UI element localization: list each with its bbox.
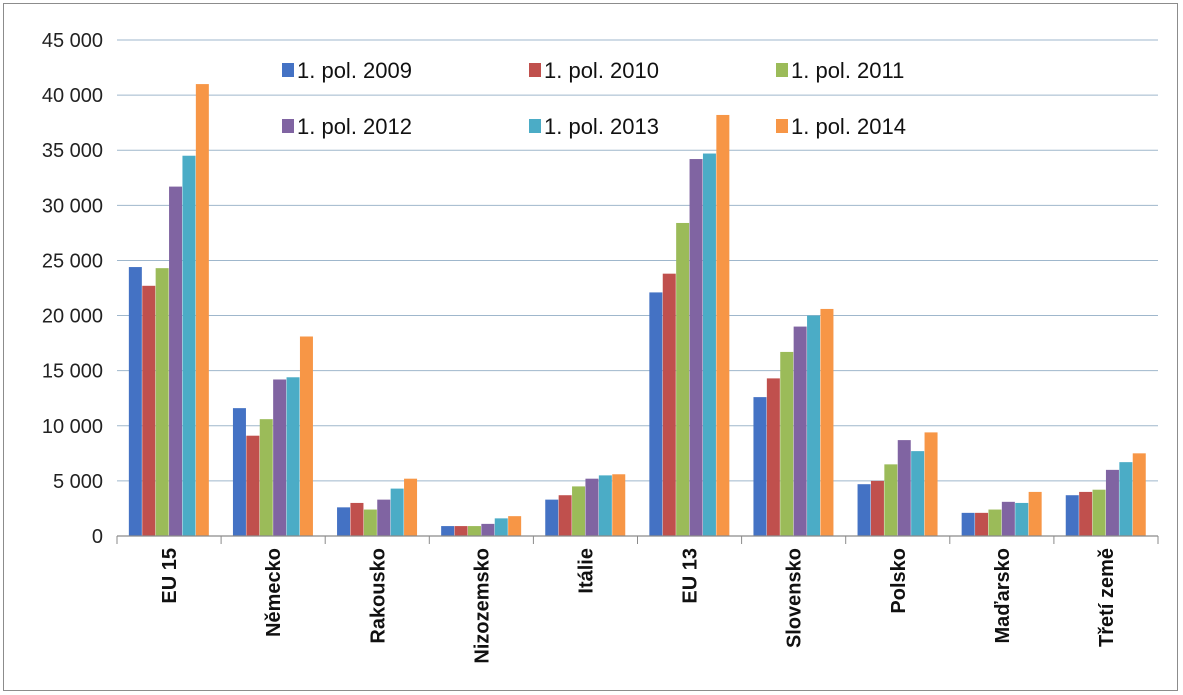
bar-3-5: [572, 486, 586, 536]
bar-6-7: [820, 308, 834, 536]
bar-3-7: [780, 351, 794, 536]
bar-6-1: [195, 84, 209, 536]
bar-1-8: [857, 484, 871, 536]
bar-5-9: [1015, 502, 1029, 536]
legend-label: 1. pol. 2014: [791, 114, 906, 139]
bar-4-7: [793, 326, 807, 536]
bar-6-3: [404, 478, 418, 536]
bar-2-6: [662, 273, 676, 536]
bar-3-6: [676, 222, 690, 537]
bar-5-1: [182, 155, 196, 536]
bar-4-6: [689, 159, 703, 537]
bar-1-6: [649, 292, 663, 536]
bar-3-4: [467, 526, 481, 536]
y-tick-label: 15 000: [42, 361, 103, 383]
bar-1-2: [232, 408, 246, 536]
bar-3-8: [884, 464, 898, 536]
legend-swatch: [529, 63, 541, 77]
bar-4-9: [1001, 501, 1015, 536]
legend-swatch: [282, 119, 294, 133]
y-tick-label: 0: [92, 526, 103, 548]
bar-1-1: [128, 267, 142, 536]
x-axis-category-labels: EU 15 Německo Rakousko Nizozemsko Itálie EU 1…: [159, 548, 1118, 664]
bar-2-3: [350, 502, 364, 536]
bar-3-10: [1092, 489, 1106, 536]
bar-5-10: [1119, 462, 1133, 536]
bar-3-3: [363, 509, 377, 536]
y-tick-label: 5 000: [53, 471, 103, 493]
bar-1-7: [753, 397, 767, 536]
bar-1-5: [545, 499, 559, 536]
legend-swatch: [776, 63, 788, 77]
bar-2-9: [975, 512, 989, 536]
bar-3-9: [988, 509, 1002, 536]
y-tick-label: 25 000: [42, 250, 103, 272]
bar-6-9: [1028, 491, 1042, 536]
legend-swatch: [282, 63, 294, 77]
bar-5-2: [286, 377, 300, 536]
legend-label: 1. pol. 2013: [544, 114, 659, 139]
x-axis: [116, 535, 1159, 544]
x-category-label: Německo: [263, 548, 285, 637]
bar-5-7: [807, 315, 821, 536]
y-axis-tick-labels: 0 5 000 10 000 15 000 20 000 25 000 30 000 35 0…: [42, 30, 103, 548]
y-tick-label: 40 000: [42, 85, 103, 107]
legend-label: 1. pol. 2010: [544, 58, 659, 83]
bar-6-8: [924, 432, 938, 536]
bar-1-3: [337, 507, 351, 536]
y-tick-label: 45 000: [42, 30, 103, 52]
bar-5-3: [390, 488, 404, 536]
bar-5-8: [911, 451, 925, 536]
y-tick-label: 30 000: [42, 195, 103, 217]
x-category-label: Třetí země: [1096, 548, 1118, 647]
bar-6-4: [508, 516, 522, 536]
bar-6-6: [716, 114, 730, 536]
bar-4-8: [897, 440, 911, 536]
x-category-label: Nizozemsko: [471, 548, 493, 664]
bar-4-4: [481, 523, 495, 536]
bar-2-7: [766, 378, 780, 536]
x-category-label: EU 15: [159, 548, 181, 604]
bar-2-5: [558, 495, 572, 536]
bars: [128, 84, 1146, 537]
bar-5-6: [702, 153, 716, 537]
x-category-label: Rakousko: [367, 548, 389, 644]
legend-label: 1. pol. 2012: [297, 114, 412, 139]
y-tick-label: 10 000: [42, 416, 103, 438]
bar-6-10: [1132, 453, 1146, 536]
bar-3-2: [259, 419, 273, 536]
bar-4-2: [273, 379, 287, 536]
bar-6-5: [612, 474, 626, 536]
bar-2-2: [246, 435, 260, 536]
bar-4-5: [585, 478, 599, 536]
bar-1-9: [961, 512, 975, 536]
bar-2-1: [142, 285, 156, 536]
legend: 1. pol. 2009 1. pol. 2010 1. pol. 2011 1. p…: [282, 58, 906, 139]
bar-2-8: [870, 480, 884, 536]
legend-swatch: [776, 119, 788, 133]
x-category-label: EU 13: [680, 548, 702, 604]
bar-2-4: [454, 526, 468, 536]
bar-3-1: [155, 268, 169, 536]
y-tick-label: 35 000: [42, 140, 103, 162]
x-category-label: Slovensko: [784, 548, 806, 648]
legend-label: 1. pol. 2011: [791, 58, 904, 83]
bar-1-10: [1065, 495, 1079, 536]
bar-2-10: [1079, 491, 1093, 536]
x-category-label: Itálie: [575, 548, 597, 594]
bar-1-4: [441, 526, 455, 536]
bar-4-3: [377, 499, 391, 536]
bar-5-4: [494, 518, 508, 536]
legend-swatch: [529, 119, 541, 133]
bar-5-5: [598, 475, 612, 536]
x-category-label: Polsko: [888, 548, 910, 614]
bar-6-2: [299, 336, 313, 536]
legend-label: 1. pol. 2009: [297, 58, 412, 83]
bar-4-10: [1105, 469, 1119, 536]
y-tick-label: 20 000: [42, 306, 103, 328]
x-category-label: Maďarsko: [992, 548, 1014, 644]
bar-4-1: [169, 186, 183, 536]
